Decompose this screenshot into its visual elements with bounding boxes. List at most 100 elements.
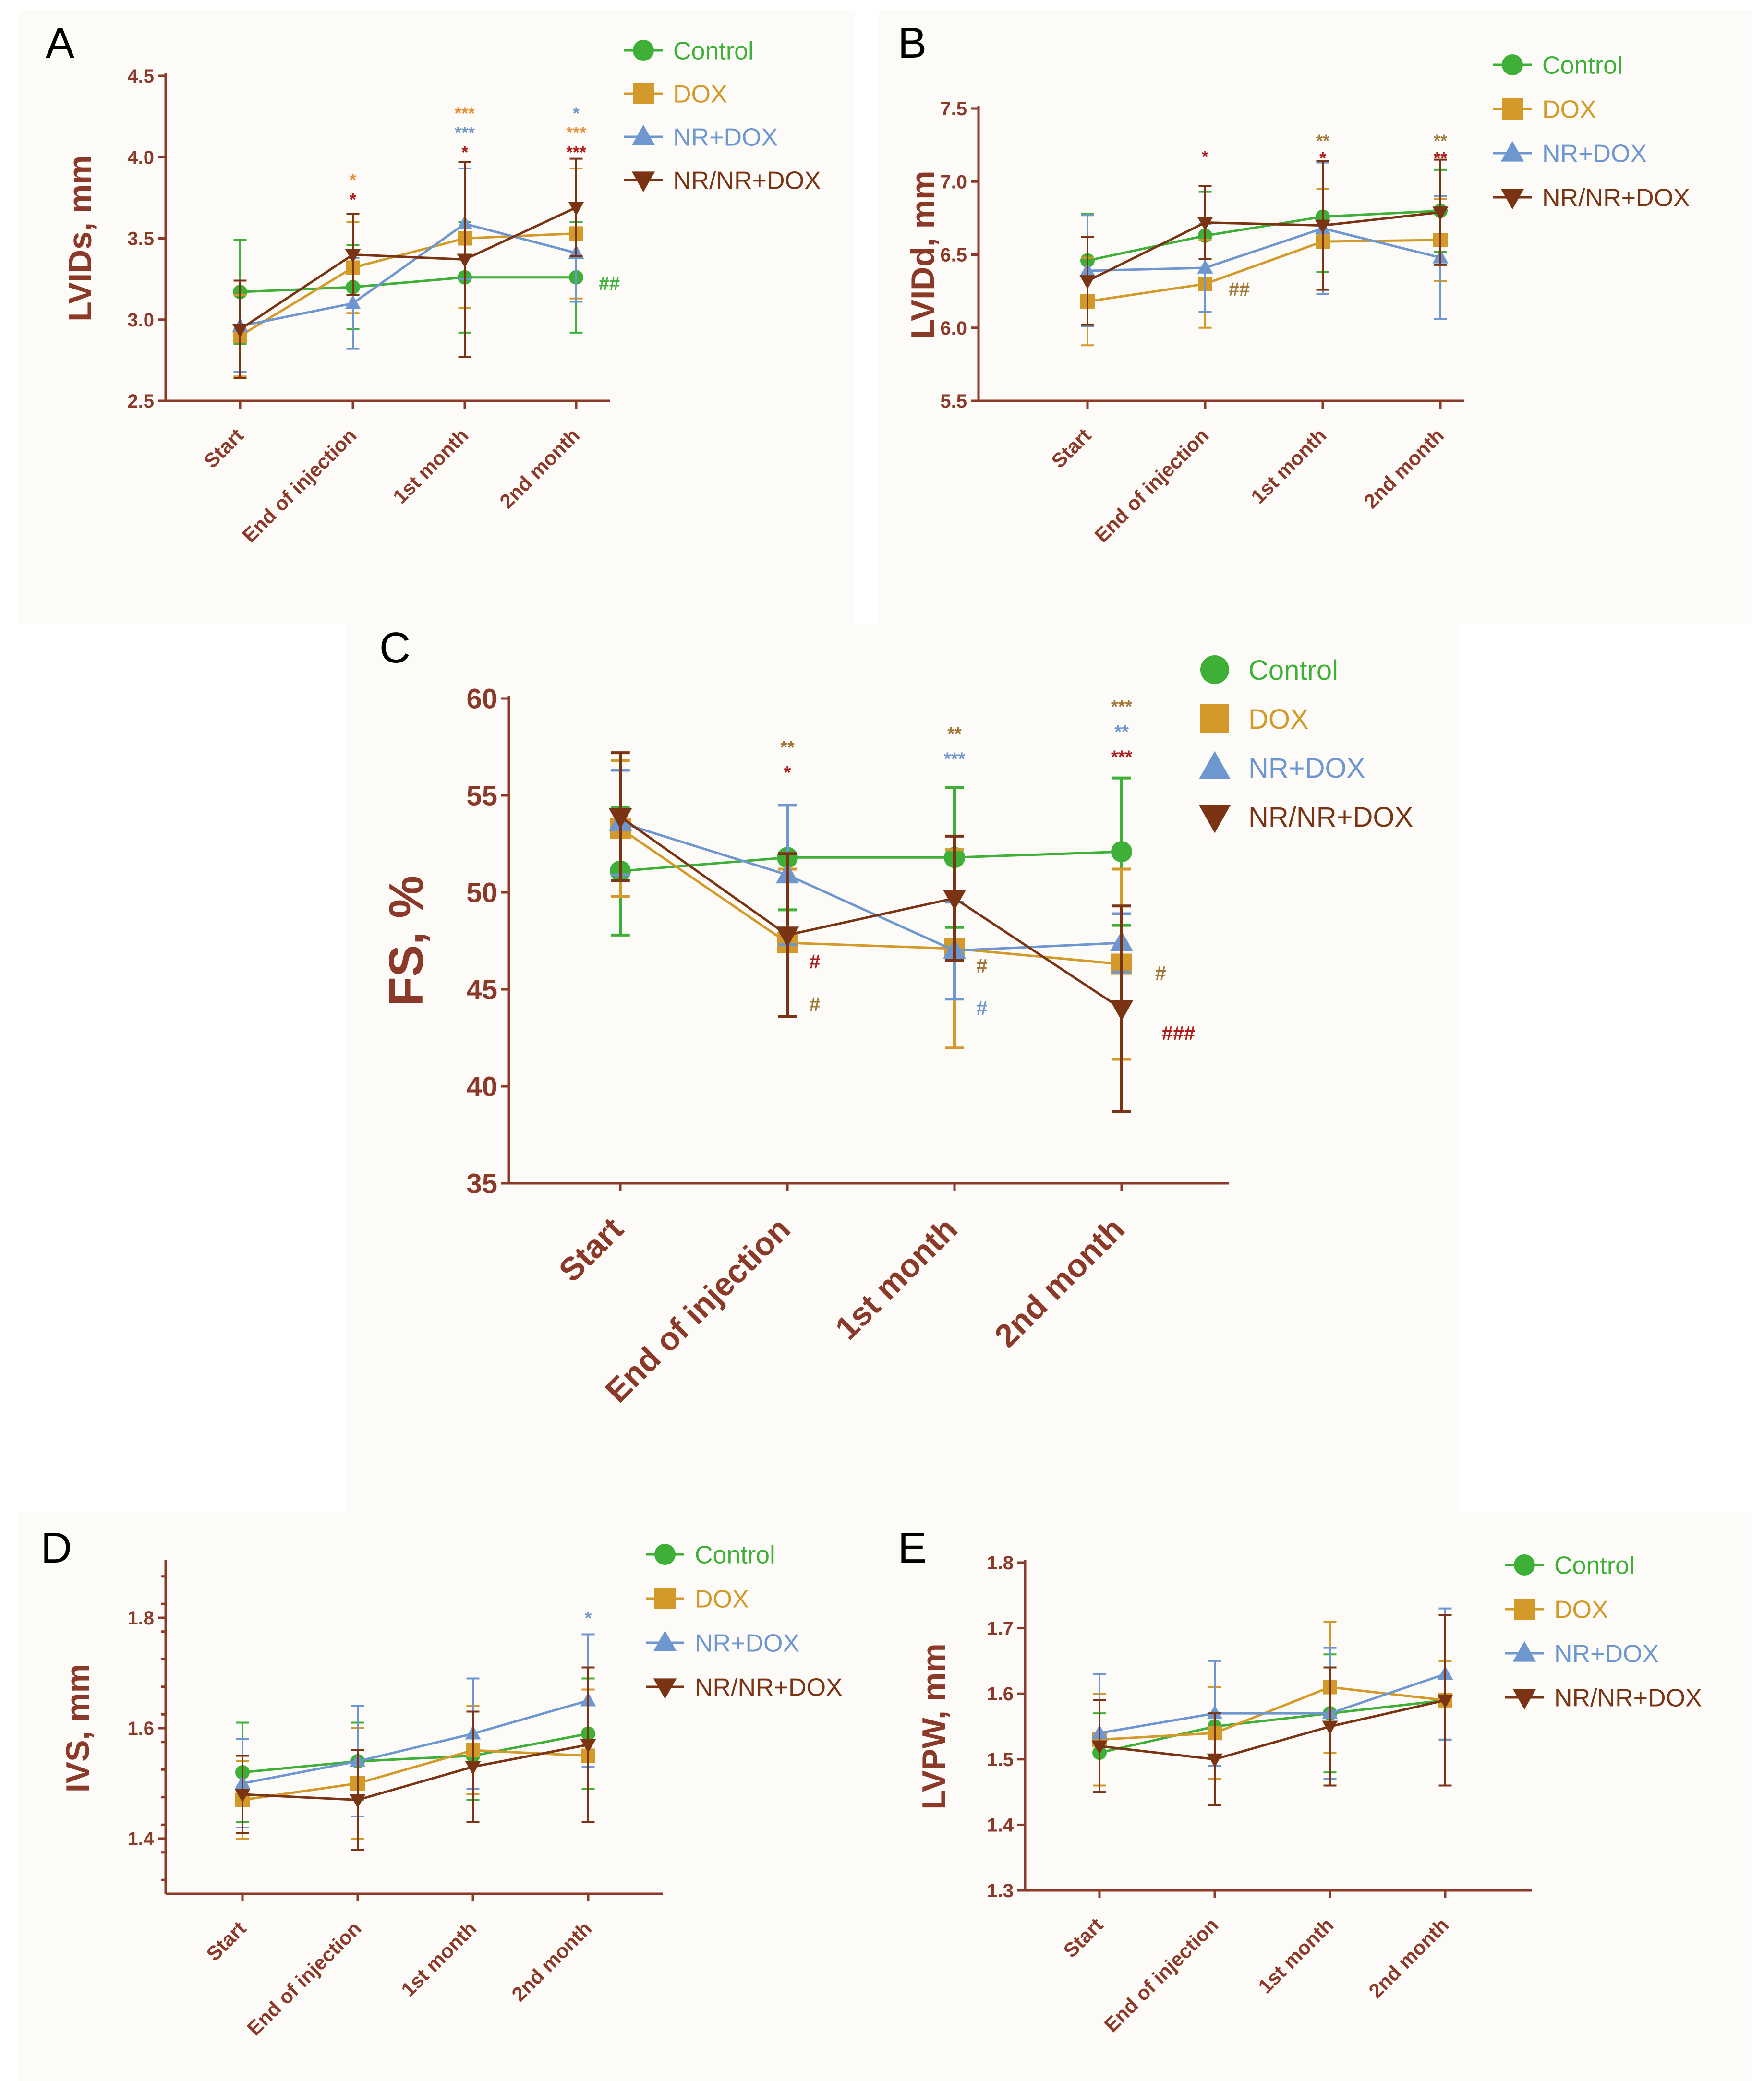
legend-marker bbox=[1500, 141, 1524, 162]
legend-label: NR+DOX bbox=[695, 1630, 799, 1658]
y-tick-label: 4.5 bbox=[127, 66, 154, 87]
series-line bbox=[1099, 1672, 1446, 1734]
legend-label: DOX bbox=[695, 1586, 749, 1613]
y-axis-title: LVIDs, mm bbox=[62, 155, 98, 321]
legend-label: NR/NR+DOX bbox=[695, 1674, 843, 1702]
y-tick-label: 4.0 bbox=[127, 147, 154, 168]
legend-label: NR+DOX bbox=[1248, 753, 1365, 784]
hash-annotation: # bbox=[809, 950, 820, 973]
legend-marker bbox=[631, 124, 655, 145]
y-tick-label: 1.4 bbox=[987, 1815, 1014, 1836]
significance-annotation: *** bbox=[455, 123, 475, 143]
series-line bbox=[620, 850, 1122, 873]
legend-marker bbox=[1514, 1554, 1535, 1576]
panel-letter: A bbox=[46, 19, 74, 67]
significance-annotation: *** bbox=[1111, 697, 1133, 717]
series-nr-nr-dox bbox=[1079, 158, 1449, 326]
legend-marker bbox=[654, 1544, 676, 1565]
series-line bbox=[1087, 209, 1441, 262]
series-nr-nr-dox bbox=[232, 157, 584, 379]
y-tick-label: 1.3 bbox=[987, 1880, 1014, 1901]
series-nr-nr-dox bbox=[1091, 1614, 1453, 1806]
data-point bbox=[1437, 1694, 1453, 1709]
legend-label: DOX bbox=[1248, 704, 1309, 735]
hash-annotation: # bbox=[976, 997, 987, 1020]
y-tick-label: 1.8 bbox=[127, 1608, 154, 1629]
legend-marker bbox=[631, 171, 655, 192]
y-axis-title: LVPW, mm bbox=[916, 1643, 952, 1809]
legend-marker bbox=[1199, 751, 1231, 779]
legend-marker bbox=[1199, 805, 1231, 833]
significance-annotation: *** bbox=[566, 123, 586, 143]
y-tick-label: 35 bbox=[466, 1168, 497, 1199]
y-tick-label: 5.5 bbox=[940, 391, 967, 412]
legend-item-control: Control bbox=[1493, 52, 1623, 80]
data-point bbox=[1197, 259, 1213, 274]
legend-item-dox: DOX bbox=[1200, 704, 1309, 735]
legend-marker bbox=[633, 83, 654, 104]
significance-annotation: ** bbox=[780, 737, 795, 758]
y-tick-label: 55 bbox=[466, 780, 497, 811]
series-line bbox=[242, 1744, 589, 1802]
legend-item-dox: DOX bbox=[1493, 96, 1596, 124]
y-tick-label: 1.5 bbox=[987, 1749, 1014, 1770]
significance-annotation: * bbox=[350, 170, 356, 190]
series-nr-nr-dox bbox=[234, 1666, 596, 1851]
significance-annotation: *** bbox=[1111, 747, 1133, 768]
legend-item-control: Control bbox=[624, 37, 754, 65]
significance-annotation: ** bbox=[1316, 131, 1329, 151]
legend-label: DOX bbox=[673, 81, 727, 108]
significance-annotation: * bbox=[1319, 148, 1326, 168]
hash-annotation: # bbox=[976, 954, 987, 977]
y-tick-label: 45 bbox=[466, 974, 497, 1005]
legend-marker bbox=[653, 1678, 677, 1699]
series-line bbox=[1087, 211, 1441, 282]
hash-annotation: ## bbox=[1229, 279, 1250, 300]
legend-label: Control bbox=[1248, 655, 1338, 686]
panel-letter: D bbox=[41, 1524, 72, 1572]
legend-item-nr-nr-dox: NR/NR+DOX bbox=[624, 167, 821, 195]
legend-marker bbox=[1200, 704, 1229, 733]
panel-background bbox=[19, 1512, 879, 2081]
hash-annotation: # bbox=[809, 993, 820, 1016]
panel-background bbox=[879, 10, 1752, 624]
legend-item-dox: DOX bbox=[624, 81, 727, 108]
panel-letter: B bbox=[898, 19, 927, 67]
data-point bbox=[608, 808, 632, 829]
y-tick-label: 1.8 bbox=[987, 1552, 1014, 1574]
legend-label: NR/NR+DOX bbox=[1248, 802, 1413, 833]
legend-label: NR/NR+DOX bbox=[1554, 1684, 1702, 1712]
legend-label: NR+DOX bbox=[1554, 1640, 1659, 1668]
series-line bbox=[242, 1749, 589, 1801]
series-line bbox=[242, 1699, 589, 1785]
data-point bbox=[1091, 1740, 1108, 1755]
legend-item-control: Control bbox=[646, 1541, 775, 1569]
legend-item-nr-nr-dox: NR/NR+DOX bbox=[646, 1674, 843, 1702]
significance-annotation: *** bbox=[566, 143, 586, 162]
y-tick-label: 40 bbox=[466, 1071, 497, 1102]
data-point bbox=[350, 1794, 366, 1808]
legend-label: Control bbox=[695, 1541, 775, 1569]
legend-marker bbox=[1512, 1689, 1536, 1710]
significance-annotation: * bbox=[784, 763, 791, 783]
legend-marker bbox=[1500, 189, 1524, 210]
legend-marker bbox=[1502, 54, 1523, 75]
significance-annotation: * bbox=[573, 103, 580, 123]
data-point bbox=[1207, 1705, 1223, 1720]
series-line bbox=[1087, 239, 1441, 303]
significance-annotation: * bbox=[461, 143, 468, 162]
y-tick-label: 1.4 bbox=[127, 1828, 154, 1850]
series-line bbox=[240, 222, 577, 327]
legend-item-control: Control bbox=[1505, 1552, 1635, 1580]
y-tick-label: 3.5 bbox=[127, 229, 154, 250]
data-point bbox=[1110, 1000, 1134, 1021]
legend-label: DOX bbox=[1542, 96, 1596, 124]
data-point bbox=[942, 890, 967, 911]
legend-item-nr-nr-dox: NR/NR+DOX bbox=[1199, 802, 1413, 833]
y-axis-title: FS, % bbox=[379, 876, 433, 1006]
legend-marker bbox=[633, 40, 654, 61]
panel-background bbox=[19, 10, 855, 624]
